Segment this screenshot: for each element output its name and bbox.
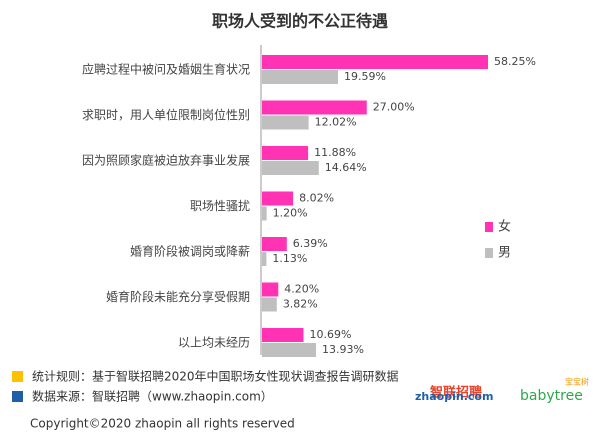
- bar: [262, 161, 319, 175]
- y-tick-label: 因为照顾家庭被迫放弃事业发展: [82, 153, 250, 168]
- bar: [262, 328, 304, 342]
- bar: [262, 237, 287, 251]
- bar: [262, 55, 489, 69]
- legend-swatch: [485, 248, 493, 258]
- bar: [262, 100, 367, 115]
- note-marker: [12, 371, 23, 382]
- logo: 智联招聘: [430, 385, 482, 401]
- value-label: 12.02%: [315, 116, 357, 129]
- bar: [262, 282, 279, 297]
- copyright: Copyright©2020 zhaopin all rights reserv…: [30, 417, 295, 431]
- note: 数据来源：智联招聘（www.zhaopin.com）: [32, 389, 273, 404]
- y-tick-label: 应聘过程中被问及婚姻生育状况: [82, 62, 250, 77]
- value-label: 58.25%: [494, 55, 536, 68]
- logo: babytree: [520, 388, 583, 404]
- value-label: 11.88%: [314, 146, 356, 159]
- bar: [262, 115, 309, 130]
- value-label: 3.82%: [283, 298, 318, 311]
- logo: zhaopin.com: [415, 390, 493, 403]
- y-tick-label: 婚育阶段被调岗或降薪: [130, 244, 250, 259]
- value-label: 1.13%: [272, 252, 307, 265]
- legend-swatch: [485, 222, 493, 232]
- bar: [262, 146, 309, 160]
- y-tick-label: 求职时，用人单位限制岗位性别: [82, 107, 250, 122]
- bar: [262, 297, 277, 312]
- bar: [262, 191, 294, 206]
- legend-label: 女: [498, 219, 511, 235]
- value-label: 14.64%: [325, 161, 367, 174]
- value-label: 6.39%: [293, 237, 328, 250]
- bar: [262, 70, 339, 84]
- y-tick-label: 职场性骚扰: [190, 199, 250, 213]
- value-label: 4.20%: [284, 283, 319, 296]
- legend-label: 男: [498, 246, 511, 261]
- value-label: 8.02%: [299, 192, 334, 205]
- bar: [262, 252, 267, 266]
- bar: [262, 343, 317, 357]
- value-label: 19.59%: [344, 70, 386, 83]
- bar: [262, 206, 267, 221]
- logo: 宝宝树: [565, 377, 589, 387]
- y-tick-label: 婚育阶段未能充分享受假期: [106, 289, 250, 304]
- note: 统计规则：基于智联招聘2020年中国职场女性现状调查报告调研数据: [32, 369, 399, 384]
- chart-title: 职场人受到的不公正待遇: [212, 12, 388, 31]
- note-marker: [12, 391, 23, 402]
- value-label: 13.93%: [322, 343, 364, 356]
- y-tick-label: 以上均未经历: [178, 336, 250, 350]
- value-label: 1.20%: [273, 207, 308, 220]
- value-label: 10.69%: [309, 328, 351, 341]
- value-label: 27.00%: [373, 101, 415, 114]
